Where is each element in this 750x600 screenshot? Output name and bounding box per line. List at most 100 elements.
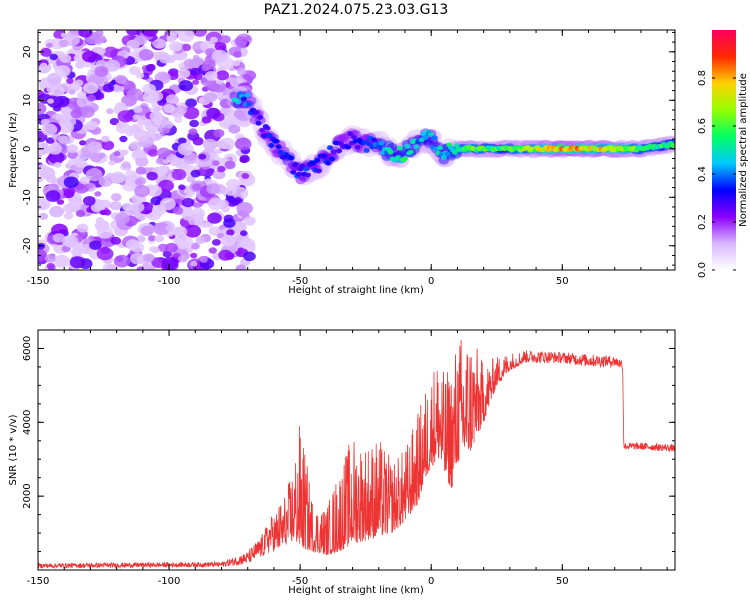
heatmap-cell: [63, 203, 76, 214]
snr-frame: [37, 329, 676, 571]
heatmap-cell: [204, 71, 218, 81]
heatmap-cells: [38, 30, 675, 270]
heatmap-cell: [161, 120, 174, 130]
heatmap-cell: [191, 207, 205, 219]
heatmap-cell: [66, 144, 79, 154]
heatmap-cell: [92, 47, 100, 53]
heatmap-cell: [239, 155, 250, 163]
heatmap-cell: [194, 49, 202, 55]
heatmap-cell: [38, 248, 47, 262]
x-tick-label: -100: [158, 276, 181, 287]
heatmap-cell: [69, 256, 86, 269]
heatmap-cell: [155, 157, 166, 165]
heatmap-cell: [190, 169, 201, 178]
heatmap-cell: [396, 145, 403, 151]
heatmap-cell: [299, 163, 306, 169]
heatmap-cell: [101, 135, 110, 143]
snr-y-axis-label: SNR (10 * v/v): [8, 414, 19, 485]
heatmap-cell: [325, 160, 332, 166]
heatmap-cell: [149, 111, 163, 122]
heatmap-cell: [235, 108, 253, 122]
y-tick-label: 2000: [22, 483, 33, 508]
x-tick-label: -150: [27, 576, 50, 587]
heatmap-cell: [173, 206, 184, 215]
heatmap-cell: [246, 101, 253, 107]
heatmap-cell: [49, 205, 64, 218]
heatmap-cell: [95, 217, 105, 224]
heatmap-cell: [129, 141, 142, 151]
heatmap-cell: [371, 137, 378, 143]
heatmap-cell: [218, 249, 233, 261]
heatmap-cell: [106, 108, 114, 115]
heatmap-cell: [192, 79, 200, 85]
heatmap-cell: [177, 30, 195, 43]
heatmap-cell: [67, 150, 78, 159]
heatmap-cell: [277, 149, 284, 155]
heatmap-cell: [85, 168, 103, 182]
heatmap-cell: [202, 138, 217, 150]
heatmap-cell: [38, 198, 51, 211]
heatmap-cell: [119, 135, 128, 143]
colorbar-label: Normalized spectral amplitude: [738, 73, 749, 227]
heatmap-cell: [394, 155, 401, 160]
heatmap-cell: [157, 166, 168, 174]
x-tick-label: -50: [292, 576, 308, 587]
heatmap-cell: [38, 164, 48, 173]
heatmap-cell: [453, 143, 460, 149]
heatmap-cell: [132, 114, 140, 120]
heatmap-cell: [288, 155, 295, 161]
heatmap-cell: [354, 144, 361, 150]
heatmap-cell: [165, 242, 178, 253]
heatmap-cell: [181, 43, 192, 52]
heatmap-cell: [211, 239, 221, 246]
heatmap-cell: [154, 133, 163, 140]
heatmap-cell: [68, 89, 76, 95]
heatmap-cell: [350, 135, 357, 140]
heatmap-cell: [268, 143, 275, 148]
heatmap-cell: [158, 179, 174, 192]
x-tick-label: -150: [27, 276, 50, 287]
heatmap-cell: [166, 36, 175, 43]
y-tick-label: 6000: [22, 336, 33, 361]
x-tick-label: 50: [556, 576, 569, 587]
heatmap-cell: [127, 174, 138, 183]
heatmap-cell: [129, 66, 141, 76]
heatmap-cell: [82, 50, 97, 63]
spectrogram-frame: [37, 29, 676, 271]
heatmap-cell: [232, 60, 241, 67]
heatmap-cell: [347, 131, 354, 137]
heatmap-cell: [190, 242, 200, 250]
heatmap-cell: [154, 234, 165, 243]
heatmap-cell: [87, 94, 96, 102]
y-tick-label: -10: [22, 189, 33, 205]
heatmap-cell: [152, 204, 167, 216]
heatmap-cell: [44, 254, 56, 263]
heatmap-cell: [94, 66, 109, 77]
colorbar-bar: [712, 30, 736, 270]
y-tick-label: 4000: [22, 410, 33, 435]
colorbar-tick-label: 0.6: [697, 118, 708, 134]
heatmap-cell: [151, 40, 159, 46]
heatmap-cell: [212, 160, 220, 167]
heatmap-cell: [45, 190, 61, 202]
heatmap-cell: [431, 135, 438, 141]
heatmap-cell: [226, 178, 241, 190]
heatmap-cell: [240, 96, 247, 102]
heatmap-cell: [154, 106, 161, 113]
heatmap-cell: [76, 91, 87, 99]
y-tick-label: 20: [22, 45, 33, 58]
heatmap-cell: [83, 196, 96, 206]
heatmap-cell: [210, 81, 226, 93]
x-tick-label: 0: [428, 576, 434, 587]
heatmap-cell: [183, 58, 196, 68]
heatmap-cell: [146, 184, 162, 197]
colorbar-tick-label: 0.8: [697, 70, 708, 86]
heatmap-cell: [203, 92, 217, 103]
heatmap-cell: [49, 53, 58, 61]
heatmap-cell: [190, 252, 198, 259]
x-tick-label: 0: [428, 276, 434, 287]
heatmap-cell: [210, 36, 218, 43]
heatmap-cell: [147, 149, 158, 157]
heatmap-cell: [402, 156, 409, 162]
spectrogram-x-axis-label: Height of straight line (km): [288, 285, 424, 296]
